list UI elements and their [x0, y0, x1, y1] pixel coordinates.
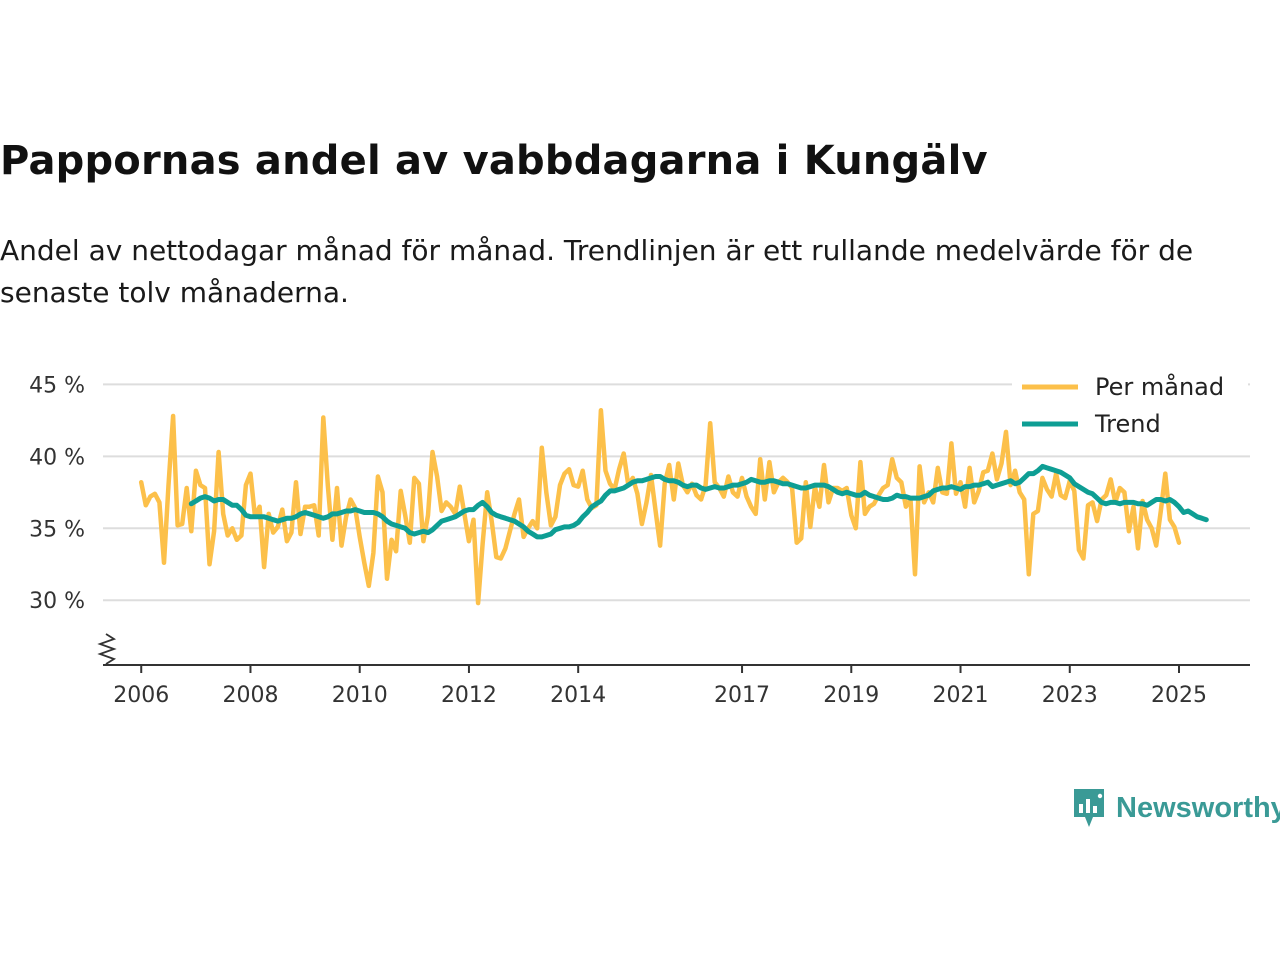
x-tick-label-2010: 2010 [332, 683, 388, 708]
series-line-trend [188, 463, 1209, 540]
x-tick-label-2014: 2014 [550, 683, 606, 708]
x-tick-label-2019: 2019 [823, 683, 879, 708]
y-axis-labels: 30 % 35 % 40 % 45 % [29, 373, 85, 614]
series-line-per-manad [138, 408, 1182, 606]
legend-background [1012, 370, 1248, 450]
chart-subtitle: Andel av nettodagar månad för månad. Tre… [0, 234, 1194, 309]
x-tick-label-2008: 2008 [222, 683, 278, 708]
legend-label-trend: Trend [1094, 410, 1161, 438]
chart-title: Pappornas andel av vabbdagarna i Kungälv [0, 138, 988, 184]
y-tick-label-35: 35 % [29, 517, 85, 542]
x-tick-label-2023: 2023 [1042, 683, 1098, 708]
legend: Per månad Trend [1012, 370, 1248, 450]
brand: Newsworthy [1072, 786, 1280, 830]
y-tick-label-30: 30 % [29, 589, 85, 614]
y-tick-label-40: 40 % [29, 445, 85, 470]
series-layer [138, 408, 1209, 606]
newsworthy-logo-icon [1074, 789, 1104, 827]
axis-break-marker [97, 633, 117, 665]
x-tick-label-2025: 2025 [1151, 683, 1207, 708]
legend-label-per-manad: Per månad [1095, 372, 1224, 401]
x-axis-labels: 2006 2008 2010 2012 2014 2017 2019 2021 2023 2025 [113, 683, 1207, 708]
x-tick-label-2006: 2006 [113, 683, 169, 708]
axes [97, 633, 1250, 673]
x-tick-label-2017: 2017 [714, 683, 770, 708]
x-tick-label-2021: 2021 [933, 683, 989, 708]
y-tick-label-45: 45 % [29, 373, 85, 398]
brand-name: Newsworthy [1116, 791, 1280, 824]
line-chart: 30 % 35 % 40 % 45 % 2006 2008 2010 2012 2014 201… [29, 370, 1250, 708]
x-tick-label-2012: 2012 [441, 683, 497, 708]
